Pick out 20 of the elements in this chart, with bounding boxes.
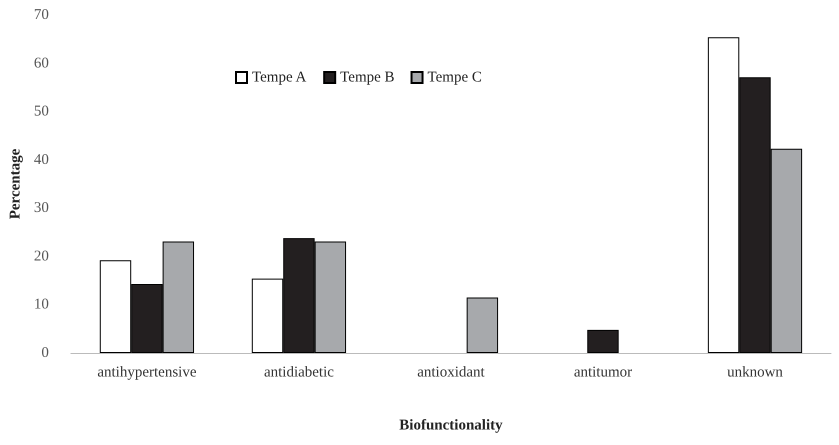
x-axis-title: Biofunctionality bbox=[399, 418, 504, 434]
y-tick-label: 20 bbox=[34, 248, 49, 264]
y-tick-label: 0 bbox=[41, 345, 49, 361]
x-tick-label: unknown bbox=[727, 364, 784, 380]
x-tick-label: antihypertensive bbox=[97, 364, 197, 380]
bar bbox=[466, 297, 498, 353]
y-tick-label: 60 bbox=[34, 55, 49, 72]
y-axis-title: Percentage bbox=[8, 148, 24, 220]
x-tick-label: antioxidant bbox=[417, 364, 486, 380]
legend-label: Tempe A bbox=[252, 70, 307, 86]
bar bbox=[587, 330, 619, 353]
x-tick-label: antitumor bbox=[574, 364, 632, 380]
y-tick-label: 10 bbox=[34, 296, 49, 313]
legend-label: Tempe C bbox=[428, 70, 482, 86]
y-tick-label: 30 bbox=[34, 200, 49, 216]
y-tick-label: 50 bbox=[34, 104, 49, 120]
y-tick-label: 70 bbox=[34, 7, 49, 23]
y-tick-label: 40 bbox=[34, 152, 49, 168]
x-tick-label: antidiabetic bbox=[264, 364, 334, 380]
legend-label: Tempe B bbox=[340, 70, 395, 86]
